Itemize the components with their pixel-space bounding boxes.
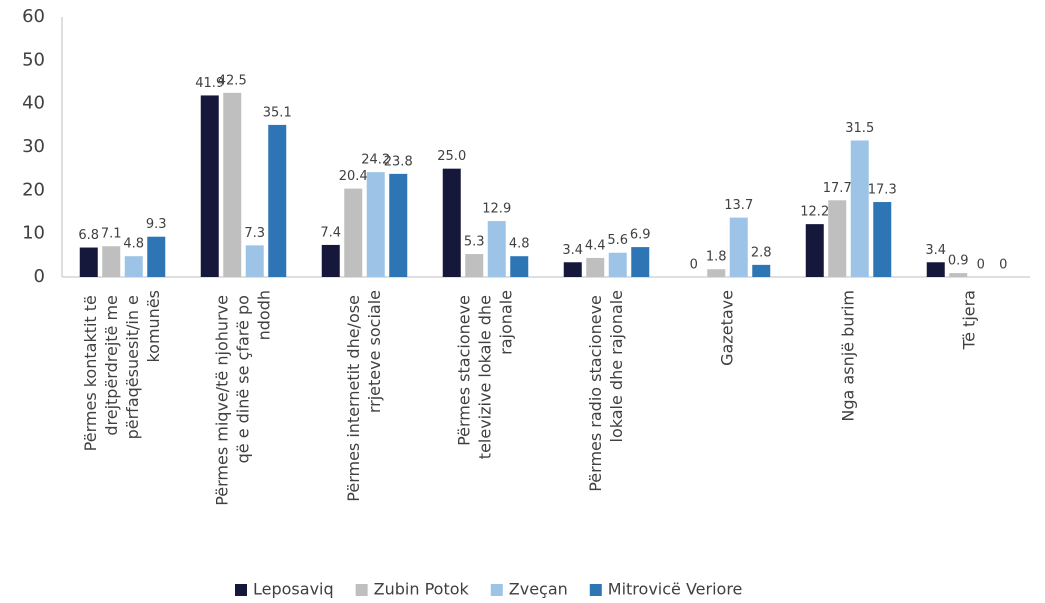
data-label: 13.7 <box>724 198 753 213</box>
data-label: 1.8 <box>706 250 727 265</box>
bar <box>707 269 726 277</box>
x-tick-label: Përmes miqve/të njohurve që e dinë se çf… <box>212 290 273 506</box>
bar <box>752 264 771 277</box>
data-label: 0 <box>999 258 1007 273</box>
data-label: 7.4 <box>320 225 341 240</box>
data-label: 5.6 <box>607 233 628 248</box>
bar <box>949 273 968 277</box>
bar <box>124 256 143 277</box>
x-tick-label: Përmes kontaktit të drejtpërdrejtë me pë… <box>81 290 163 451</box>
bar <box>873 202 892 277</box>
legend-label: Zubin Potok <box>374 580 470 599</box>
legend-swatch <box>355 584 368 596</box>
bar <box>268 124 287 278</box>
data-label: 6.8 <box>78 228 99 243</box>
bar <box>147 236 166 277</box>
data-label: 4.8 <box>509 237 530 252</box>
legend-label: Zveçan <box>509 580 568 599</box>
data-label: 6.9 <box>630 228 651 243</box>
bar <box>510 256 529 277</box>
x-tick-label: Përmes internetit dhe/ose rrjeteve socia… <box>344 290 384 502</box>
bar <box>442 168 461 277</box>
x-tick-label: Përmes radio stacioneve lokale dhe rajon… <box>586 290 626 492</box>
data-label: 20.4 <box>339 169 368 184</box>
data-label: 9.3 <box>146 217 167 232</box>
bar <box>729 217 748 277</box>
bar <box>850 140 869 277</box>
data-label: 31.5 <box>845 121 874 136</box>
data-label: 0 <box>690 258 698 273</box>
data-label: 3.4 <box>925 243 946 258</box>
bar <box>465 254 484 277</box>
data-label: 17.3 <box>868 183 897 198</box>
x-tick-label: Përmes stacioneve televizive lokale dhe … <box>454 290 515 459</box>
y-tick-label: 40 <box>22 93 45 114</box>
data-label: 2.8 <box>751 245 772 260</box>
y-tick-label: 20 <box>22 179 45 200</box>
data-label: 41.9 <box>195 76 224 91</box>
data-label: 25.0 <box>437 149 466 164</box>
data-label: 3.4 <box>562 243 583 258</box>
data-label: 24.2 <box>361 153 390 168</box>
data-label: 7.1 <box>101 227 122 242</box>
data-label: 4.4 <box>585 238 606 253</box>
y-tick-label: 0 <box>34 266 45 287</box>
x-tick-label: Nga asnjë burim <box>838 290 857 422</box>
y-tick-label: 30 <box>22 136 45 157</box>
bar <box>586 257 605 277</box>
data-label: 17.7 <box>823 181 852 196</box>
y-tick-label: 60 <box>22 6 45 27</box>
legend-label: Mitrovicë Veriore <box>608 580 743 599</box>
x-tick-label: Të tjera <box>959 290 978 350</box>
data-label: 12.2 <box>800 205 829 220</box>
legend-label: Leposaviq <box>253 580 334 599</box>
bar <box>366 172 385 277</box>
bar <box>487 221 506 277</box>
bar <box>321 244 340 277</box>
bar <box>608 252 627 277</box>
bar <box>200 95 219 277</box>
bar <box>245 245 264 277</box>
data-label: 12.9 <box>482 202 511 217</box>
bar <box>805 224 824 277</box>
bar <box>79 247 98 277</box>
bar <box>344 188 363 277</box>
data-label: 5.3 <box>464 235 485 250</box>
bar <box>389 173 408 277</box>
x-tick-label: Gazetave <box>717 290 736 366</box>
bar <box>563 262 582 277</box>
legend-swatch <box>490 584 503 596</box>
legend-swatch <box>589 584 602 596</box>
data-label: 42.5 <box>218 73 247 88</box>
bar <box>102 246 121 277</box>
data-label: 23.8 <box>384 154 413 169</box>
data-label: 4.8 <box>123 237 144 252</box>
data-label: 0 <box>977 258 985 273</box>
data-label: 35.1 <box>263 105 292 120</box>
bar <box>631 247 650 277</box>
bar <box>926 262 945 277</box>
data-label: 7.3 <box>244 226 265 241</box>
y-tick-label: 50 <box>22 49 45 70</box>
y-tick-label: 10 <box>22 223 45 244</box>
data-label: 0.9 <box>948 254 969 269</box>
legend-swatch <box>235 584 247 596</box>
bar <box>223 92 242 277</box>
bar <box>828 200 847 277</box>
